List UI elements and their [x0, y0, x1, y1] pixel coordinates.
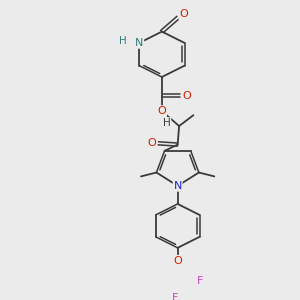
Text: N: N [173, 181, 182, 191]
Text: H: H [119, 36, 127, 46]
Text: F: F [197, 276, 204, 286]
Text: O: O [179, 9, 188, 19]
Text: O: O [182, 91, 191, 100]
Text: O: O [147, 138, 156, 148]
Text: O: O [158, 106, 166, 116]
Text: O: O [173, 256, 182, 266]
Text: N: N [135, 38, 143, 48]
Text: F: F [172, 292, 178, 300]
Text: H: H [163, 118, 170, 128]
